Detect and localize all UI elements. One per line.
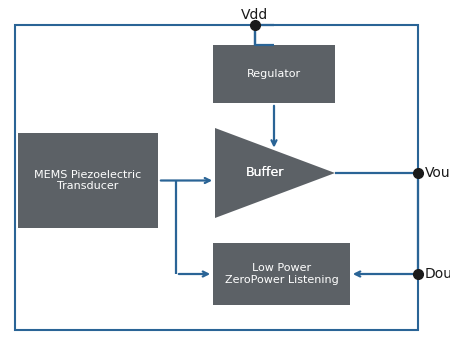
Text: MEMS Piezoelectric
Transducer: MEMS Piezoelectric Transducer — [34, 170, 142, 191]
Text: Vout: Vout — [425, 166, 450, 180]
Bar — [213, 45, 335, 103]
Text: Regulator: Regulator — [247, 69, 301, 79]
Bar — [213, 243, 350, 305]
Text: Buffer: Buffer — [246, 166, 284, 180]
Bar — [18, 133, 158, 228]
Text: Buffer: Buffer — [246, 166, 284, 180]
Text: Vdd: Vdd — [241, 8, 269, 22]
Text: Low Power
ZeroPower Listening: Low Power ZeroPower Listening — [225, 263, 338, 285]
Bar — [15, 25, 418, 330]
Polygon shape — [215, 128, 335, 218]
Text: Dout: Dout — [425, 267, 450, 281]
